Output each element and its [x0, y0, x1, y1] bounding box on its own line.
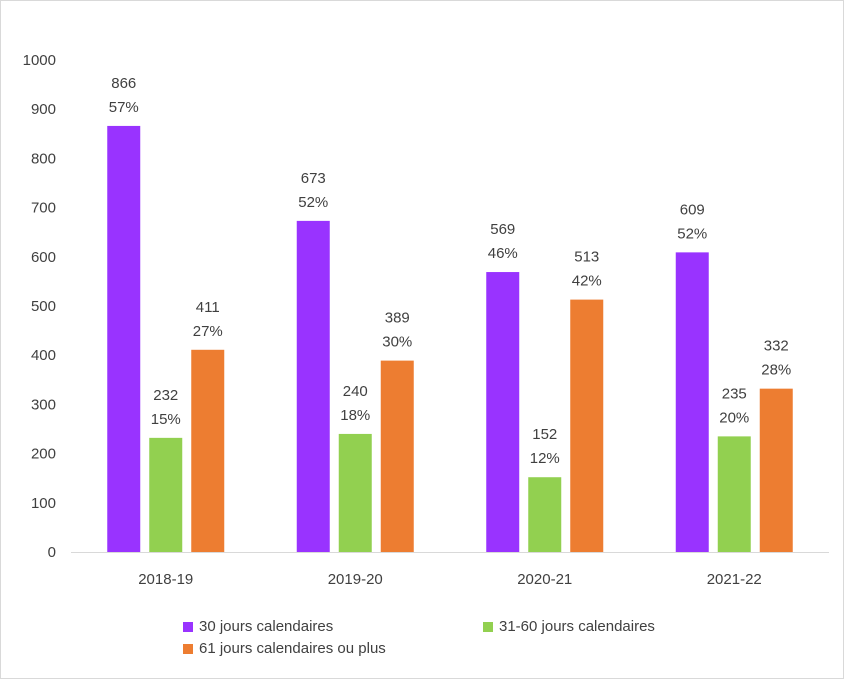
y-tick-label: 500: [31, 298, 56, 315]
bar-2021-22-series-2: [717, 436, 751, 552]
data-label-value: 152: [532, 426, 557, 443]
y-tick-label: 800: [31, 150, 56, 167]
data-label-value: 232: [153, 387, 178, 404]
bar-2021-22-series-1: [675, 252, 709, 552]
bar-2018-19-series-3: [191, 349, 225, 552]
y-tick-label: 700: [31, 200, 56, 217]
bar-2019-20-series-1: [296, 220, 330, 552]
data-label-percent: 52%: [677, 225, 707, 242]
y-tick-label: 100: [31, 495, 56, 512]
legend-swatch-series-3: [183, 643, 193, 654]
chart-legend: 30 jours calendaires 31-60 jours calenda…: [183, 618, 743, 662]
legend-label-series-1: 30 jours calendaires: [199, 618, 334, 635]
bar-2018-19-series-1: [107, 125, 141, 552]
data-label-value: 240: [343, 383, 368, 400]
data-label-percent: 57%: [109, 99, 139, 116]
x-category-label: 2019-20: [328, 571, 383, 588]
bar-2019-20-series-3: [380, 360, 414, 552]
legend-label-series-2: 31-60 jours calendaires: [499, 618, 655, 635]
legend-swatch-series-2: [483, 621, 493, 632]
data-label-percent: 18%: [340, 407, 370, 424]
bar-data-labels: 866 57% 232 15% 411 27% 673 52% 240 18% 389 30% 569 4…: [109, 75, 792, 467]
y-tick-label: 1000: [23, 52, 56, 69]
data-label-value: 673: [301, 170, 326, 187]
x-axis-category-labels: 2018-19 2019-20 2020-21 2021-22: [138, 571, 762, 588]
y-tick-label: 200: [31, 446, 56, 463]
data-label-value: 411: [196, 299, 220, 316]
y-tick-label: 400: [31, 347, 56, 364]
legend-swatch-series-1: [183, 621, 193, 632]
bar-2020-21-series-2: [528, 477, 562, 552]
legend-item-series-1: 30 jours calendaires: [183, 618, 333, 635]
data-label-percent: 27%: [193, 323, 223, 340]
legend-item-series-2: 31-60 jours calendaires: [483, 618, 655, 635]
data-label-value: 866: [111, 75, 136, 92]
data-label-value: 389: [385, 310, 410, 327]
y-tick-label: 600: [31, 249, 56, 266]
data-label-percent: 46%: [488, 245, 518, 262]
bar-2020-21-series-1: [486, 272, 520, 552]
data-label-percent: 20%: [719, 409, 749, 426]
legend-label-series-3: 61 jours calendaires ou plus: [199, 640, 386, 657]
bar-2018-19-series-2: [149, 437, 183, 552]
data-label-value: 513: [574, 249, 599, 266]
data-label-percent: 28%: [761, 362, 791, 379]
y-tick-label: 0: [48, 544, 56, 561]
x-category-label: 2021-22: [707, 571, 762, 588]
data-label-percent: 52%: [298, 194, 328, 211]
y-tick-label: 300: [31, 396, 56, 413]
y-tick-label: 900: [31, 101, 56, 118]
data-label-value: 609: [680, 201, 705, 218]
bar-marks: [107, 125, 793, 552]
data-label-value: 569: [490, 221, 515, 238]
bar-2020-21-series-3: [570, 299, 604, 552]
x-category-label: 2020-21: [517, 571, 572, 588]
data-label-percent: 15%: [151, 411, 181, 428]
data-label-value: 235: [722, 385, 747, 402]
data-label-value: 332: [764, 338, 789, 355]
data-label-percent: 12%: [530, 450, 560, 467]
bar-2019-20-series-2: [338, 433, 372, 552]
y-axis-tick-labels: 0 100 200 300 400 500 600 700 800 900 1000: [23, 52, 56, 561]
x-category-label: 2018-19: [138, 571, 193, 588]
legend-item-series-3: 61 jours calendaires ou plus: [183, 640, 386, 657]
bar-2021-22-series-3: [759, 388, 793, 552]
data-label-percent: 30%: [382, 334, 412, 351]
data-label-percent: 42%: [572, 273, 602, 290]
